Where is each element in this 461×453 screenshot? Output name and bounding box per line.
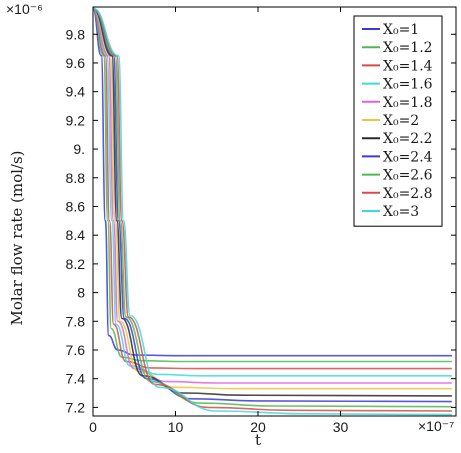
y-tick-label: 7.6 [66,342,86,358]
x-axis-label: t [255,431,261,449]
legend-label: X₀=2 [383,113,419,129]
y-tick-label: 8.4 [66,227,86,243]
series-line-7 [92,7,452,403]
legend-label: X₀=2.2 [383,131,433,147]
plot-frame [92,6,457,417]
x-tick-label: 30 [333,419,349,435]
legend-label: X₀=2.8 [383,186,433,202]
legend-label: X₀=1.6 [383,77,433,93]
ticks-layer: 7.2 7.4 7.6 7.8 8 8.2 8.4 8.6 8.8 9. 9.2 9.4 9.6 9.8 0… [66,7,456,435]
series-line-9 [92,7,452,412]
y-multiplier-label: ×10⁻⁶ [6,1,43,17]
y-tick-label: 8 [77,285,85,301]
series-line-1 [92,7,452,363]
y-tick-label: 9.8 [66,26,86,42]
series-line-0 [92,7,452,357]
y-tick-label: 9.4 [66,84,86,100]
x-tick-label: 0 [89,419,97,435]
y-tick-label: 8.8 [66,170,86,186]
y-tick-label: 8.2 [66,256,86,272]
legend-label: X₀=1.4 [383,58,433,74]
series-line-10 [92,7,452,416]
series-line-4 [92,7,452,384]
legend: X₀=1 X₀=1.2 X₀=1.4 X₀=1.6 X₀=1.8 X₀=2 X₀=2.2 X₀… [353,15,443,227]
legend-label: X₀=3 [383,204,419,220]
y-tick-label: 9.2 [66,112,86,128]
y-tick-label: 9. [73,141,85,157]
y-tick-label: 9.6 [66,55,86,71]
x-tick-label: 10 [168,419,184,435]
x-tick-label: 20 [250,419,266,435]
series-line-3 [92,7,452,377]
y-tick-label: 7.4 [66,371,86,387]
y-axis-label: Molar flow rate (mol/s) [8,150,26,325]
y-tick-label: 7.2 [66,399,86,415]
legend-label: X₀=1.2 [383,40,433,56]
y-tick-label: 7.8 [66,313,86,329]
series-layer [92,7,452,416]
series-line-5 [92,7,452,390]
series-line-8 [92,7,452,408]
legend-label: X₀=1 [383,22,419,38]
legend-label: X₀=1.8 [383,95,433,111]
legend-label: X₀=2.4 [383,149,433,165]
x-multiplier-label: ×10⁻⁷ [418,418,454,434]
legend-label: X₀=2.6 [383,168,433,184]
legend-box [353,15,443,227]
series-line-2 [92,7,452,370]
series-line-6 [92,7,452,397]
y-tick-label: 8.6 [66,198,86,214]
